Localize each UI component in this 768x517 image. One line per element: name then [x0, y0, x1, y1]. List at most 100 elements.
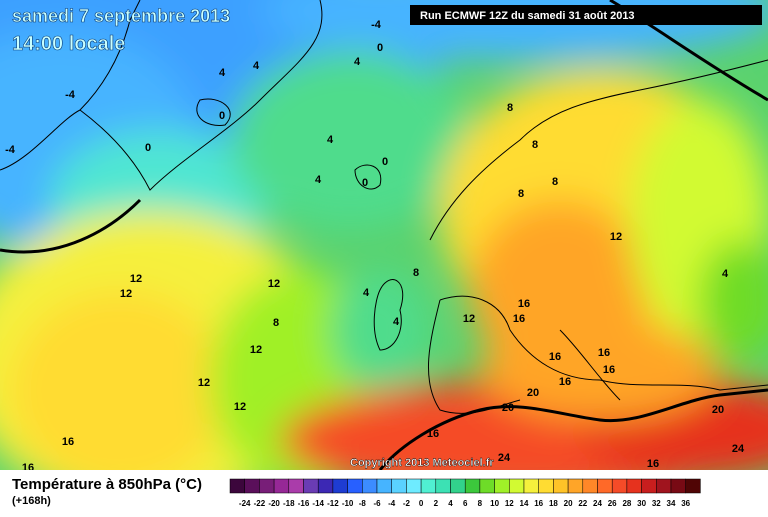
scale-label: -2 [403, 499, 411, 508]
contour-label: 16 [598, 347, 610, 359]
scale-cell [347, 478, 363, 494]
scale-label: -8 [359, 499, 367, 508]
contour-label: 12 [463, 313, 475, 325]
contour-label: 4 [327, 134, 334, 146]
scale-cell [391, 478, 407, 494]
scale-cell [611, 478, 628, 494]
contour-labels: -4 0 0 4 4 -4 -4 0 4 4 4 0 0 8 8 8 8 8 4 4 12 12 12 12 8 12 12 12 12… [5, 19, 745, 470]
scale-label: -22 [254, 499, 266, 508]
scale-cell [538, 478, 554, 494]
scale-cell [685, 478, 701, 494]
scale-label: 2 [434, 499, 439, 508]
scale-label: 32 [652, 499, 661, 508]
contour-label: 16 [549, 351, 561, 363]
scale-label: -18 [283, 499, 295, 508]
contour-label: 16 [559, 376, 571, 388]
contour-label: 12 [130, 273, 142, 285]
contour-label: 16 [518, 298, 530, 310]
scale-label: 0 [419, 499, 424, 508]
copyright: Copyright 2013 Meteociel.fr [350, 457, 494, 469]
contour-label: 12 [610, 231, 622, 243]
contour-label: 0 [362, 177, 368, 189]
contour-label: 0 [145, 142, 151, 154]
contour-label: 12 [198, 377, 210, 389]
contour-label: 4 [315, 174, 322, 186]
scale-cell [420, 478, 437, 494]
contour-label: 20 [527, 387, 539, 399]
contour-label: 8 [413, 267, 419, 279]
scale-cell [406, 478, 422, 494]
scale-cell [523, 478, 539, 494]
scale-label: 18 [549, 499, 558, 508]
forecast-date: samedi 7 septembre 2013 [12, 6, 230, 26]
color-scale: -24 -22 -20 -18 -16 -14 -12 -10 -8 -6 -4 -2 0 2 4 6 8 10 1… [229, 478, 701, 508]
scale-cell [288, 478, 304, 494]
isotherm-20 [378, 388, 768, 470]
contour-label: 12 [234, 401, 246, 413]
contour-label: 16 [647, 458, 659, 470]
scale-cell [435, 478, 451, 494]
scale-cell [656, 478, 672, 494]
scale-label: 34 [667, 499, 676, 508]
scale-label: 16 [534, 499, 543, 508]
scale-label: 20 [564, 499, 573, 508]
scale-cell [244, 478, 260, 494]
run-box [410, 5, 762, 25]
scale-cell [494, 478, 510, 494]
scale-label: 10 [490, 499, 499, 508]
contour-label: -4 [5, 144, 16, 156]
contour-label: 0 [219, 110, 225, 122]
scale-label: 14 [520, 499, 529, 508]
scale-cell [670, 478, 686, 494]
contour-label: 8 [532, 139, 538, 151]
contour-label: 16 [513, 313, 525, 325]
contour-label: 24 [732, 443, 745, 455]
scale-cell [641, 478, 657, 494]
lead-time: (+168h) [12, 495, 51, 507]
contour-label: 4 [363, 287, 370, 299]
contour-label: 8 [518, 188, 524, 200]
scale-label: 28 [622, 499, 631, 508]
contour-label: 8 [273, 317, 279, 329]
scale-cell [362, 478, 378, 494]
contour-label: 4 [393, 316, 400, 328]
contour-label: 8 [507, 102, 513, 114]
contour-label: 0 [382, 156, 388, 168]
scale-label: -6 [373, 499, 381, 508]
contour-label: 8 [552, 176, 558, 188]
scale-cell [317, 478, 334, 494]
scale-label: 8 [478, 499, 483, 508]
scale-cell [450, 478, 466, 494]
contour-label: 16 [603, 364, 615, 376]
scale-label: 4 [448, 499, 453, 508]
scale-cell [597, 478, 613, 494]
scale-cell [273, 478, 290, 494]
contour-label: 12 [250, 344, 262, 356]
scale-label: 6 [463, 499, 468, 508]
scale-cell [626, 478, 642, 494]
scale-label: -24 [239, 499, 251, 508]
scale-cell [553, 478, 569, 494]
scale-label: -20 [268, 499, 280, 508]
scale-label: -4 [388, 499, 396, 508]
forecast-time: 14:00 locale [12, 33, 125, 55]
contour-label: 12 [120, 288, 132, 300]
contour-label: 24 [498, 452, 511, 464]
contour-label: 4 [219, 67, 226, 79]
contour-label: -4 [371, 19, 382, 31]
scale-cell [567, 478, 584, 494]
contour-label: 16 [62, 436, 74, 448]
scale-label: 12 [505, 499, 514, 508]
run-info: Run ECMWF 12Z du samedi 31 août 2013 [420, 10, 635, 22]
scale-cell [332, 478, 348, 494]
scale-label: 26 [608, 499, 617, 508]
contour-label: 16 [427, 428, 439, 440]
legend-title: Température à 850hPa (°C) [12, 476, 202, 493]
scale-label: 36 [681, 499, 690, 508]
scale-label: -12 [327, 499, 339, 508]
contour-label: 12 [268, 278, 280, 290]
contour-label: 0 [377, 42, 383, 54]
scale-label: 24 [593, 499, 602, 508]
